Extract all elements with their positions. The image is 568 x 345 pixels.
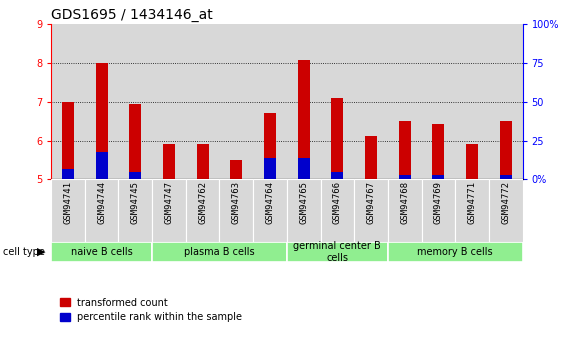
Bar: [388, 179, 421, 242]
Text: GSM94747: GSM94747: [165, 181, 173, 224]
Bar: [432, 124, 444, 179]
Bar: [500, 121, 512, 179]
Text: GSM94766: GSM94766: [333, 181, 342, 224]
Bar: [51, 179, 85, 242]
Bar: [354, 179, 388, 242]
Bar: [388, 24, 421, 179]
Legend: transformed count, percentile rank within the sample: transformed count, percentile rank withi…: [56, 294, 247, 326]
Bar: [219, 24, 253, 179]
Text: GSM94767: GSM94767: [366, 181, 375, 224]
Bar: [421, 179, 455, 242]
Bar: [489, 24, 523, 179]
Text: GSM94744: GSM94744: [97, 181, 106, 224]
Bar: [231, 160, 242, 179]
Bar: [298, 158, 310, 179]
Text: memory B cells: memory B cells: [417, 247, 493, 257]
Bar: [455, 24, 489, 179]
Bar: [354, 24, 388, 179]
Bar: [219, 179, 253, 242]
Bar: [119, 179, 152, 242]
Bar: [186, 179, 219, 242]
Bar: [421, 24, 455, 179]
Bar: [399, 175, 411, 179]
Bar: [62, 102, 74, 179]
Bar: [51, 24, 85, 179]
Bar: [130, 104, 141, 179]
Bar: [186, 24, 219, 179]
Bar: [489, 179, 523, 242]
Text: GSM94765: GSM94765: [299, 181, 308, 224]
Bar: [62, 169, 74, 179]
Bar: [85, 179, 119, 242]
Bar: [388, 241, 523, 262]
Bar: [51, 241, 152, 262]
Text: GSM94762: GSM94762: [198, 181, 207, 224]
Bar: [152, 241, 287, 262]
Bar: [365, 136, 377, 179]
Bar: [332, 171, 343, 179]
Text: GSM94745: GSM94745: [131, 181, 140, 224]
Bar: [500, 175, 512, 179]
Bar: [152, 179, 186, 242]
Bar: [320, 179, 354, 242]
Text: cell type: cell type: [3, 247, 45, 257]
Text: GSM94769: GSM94769: [434, 181, 443, 224]
Bar: [130, 172, 141, 179]
Bar: [332, 98, 343, 179]
Bar: [85, 24, 119, 179]
Bar: [320, 24, 354, 179]
Text: GSM94768: GSM94768: [400, 181, 409, 224]
Text: GSM94772: GSM94772: [501, 181, 510, 224]
Bar: [298, 60, 310, 179]
Text: GSM94763: GSM94763: [232, 181, 241, 224]
Text: GSM94771: GSM94771: [467, 181, 477, 224]
Bar: [96, 63, 107, 179]
Text: ▶: ▶: [37, 247, 45, 257]
Text: germinal center B
cells: germinal center B cells: [294, 241, 381, 263]
Bar: [197, 145, 208, 179]
Bar: [399, 121, 411, 179]
Bar: [466, 145, 478, 179]
Bar: [455, 179, 489, 242]
Bar: [264, 158, 276, 179]
Bar: [253, 24, 287, 179]
Bar: [432, 175, 444, 179]
Text: naive B cells: naive B cells: [71, 247, 132, 257]
Bar: [152, 24, 186, 179]
Bar: [253, 179, 287, 242]
Bar: [287, 24, 320, 179]
Bar: [96, 152, 107, 179]
Bar: [119, 24, 152, 179]
Text: GSM94764: GSM94764: [265, 181, 274, 224]
Bar: [287, 241, 388, 262]
Text: plasma B cells: plasma B cells: [184, 247, 255, 257]
Bar: [264, 112, 276, 179]
Bar: [163, 145, 175, 179]
Bar: [287, 179, 320, 242]
Text: GDS1695 / 1434146_at: GDS1695 / 1434146_at: [51, 8, 213, 22]
Text: GSM94741: GSM94741: [64, 181, 73, 224]
